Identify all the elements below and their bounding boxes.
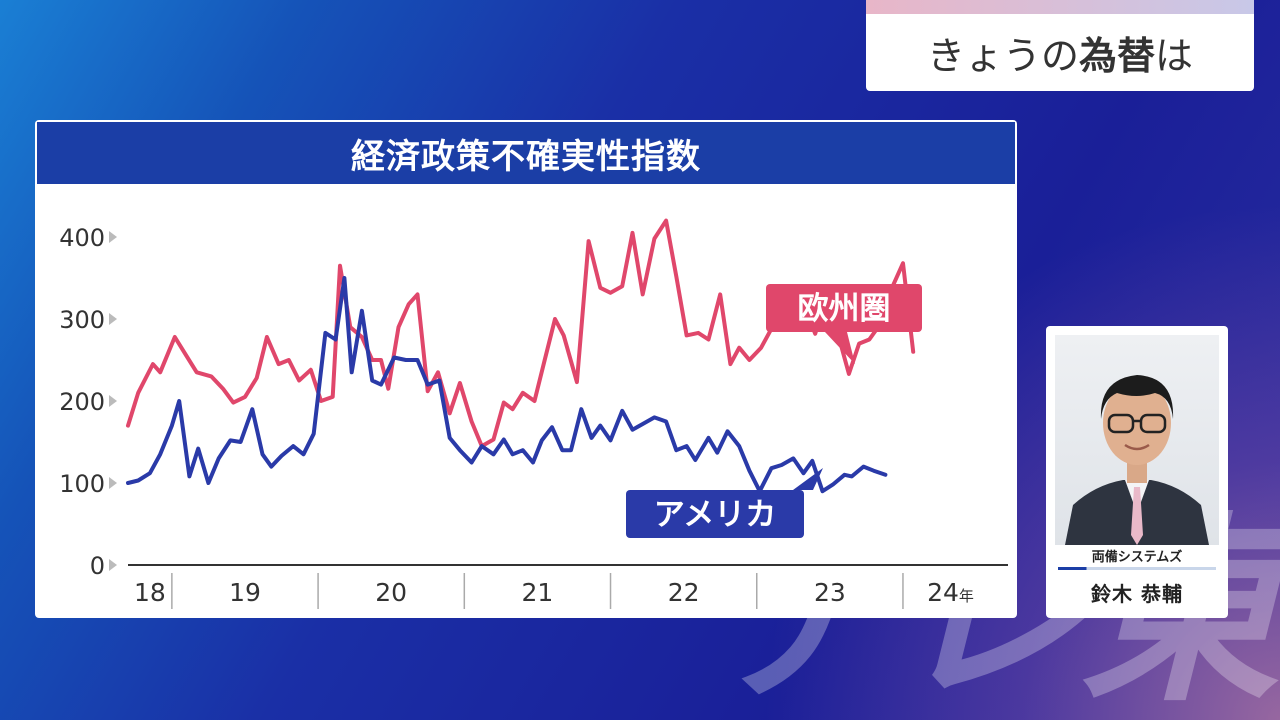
topic-prefix: きょうの — [926, 34, 1079, 78]
topic-accent-strip — [866, 0, 1254, 14]
speaker-name: 鈴木 恭輔 — [1091, 582, 1183, 606]
y-tick-arrow — [109, 313, 117, 325]
series-line-usa — [126, 276, 888, 494]
y-tick-arrow — [109, 231, 117, 243]
speaker-photo — [1055, 335, 1219, 545]
y-tick-label: 100 — [59, 470, 105, 498]
y-tick-label: 400 — [59, 224, 105, 252]
legend-usa-box — [626, 490, 804, 538]
x-tick-label: 23 — [814, 578, 846, 607]
speaker-portrait-image — [1065, 375, 1209, 545]
year-suffix: 年 — [959, 587, 974, 605]
legend-europe-text: 欧州圏 — [798, 291, 891, 327]
topic-suffix: は — [1155, 34, 1194, 78]
chart-title: 経済政策不確実性指数 — [35, 120, 1017, 186]
y-tick-label: 300 — [59, 306, 105, 334]
legend-europe-box — [766, 284, 922, 332]
speaker-divider — [1058, 567, 1216, 570]
y-tick-arrow — [109, 477, 117, 489]
y-tick-label: 200 — [59, 388, 105, 416]
x-tick-label: 24年 — [927, 578, 974, 607]
chart-panel: 経済政策不確実性指数 0 100 200 300 400 18 19 20 21 22 23 24年 欧… — [35, 120, 1017, 618]
speaker-organization: 両備システムズ — [1091, 550, 1183, 565]
x-tick-label: 19 — [229, 578, 261, 607]
legend-europe-pointer — [825, 332, 855, 364]
x-tick-label: 21 — [522, 578, 554, 607]
x-tick-label: 18 — [134, 578, 166, 607]
y-tick-arrow — [109, 395, 117, 407]
legend-usa-text: アメリカ — [654, 497, 776, 533]
y-tick-label: 0 — [90, 552, 105, 580]
x-tick-label: 20 — [375, 578, 407, 607]
topic-title: きょうの 為替は — [866, 14, 1254, 91]
x-tick-label: 22 — [668, 578, 700, 607]
series-line-europe — [126, 218, 916, 449]
speaker-card: 両備システムズ 鈴木 恭輔 — [1046, 326, 1228, 618]
topic-main: 為替 — [1078, 34, 1155, 78]
legend-usa-pointer — [793, 468, 823, 490]
y-tick-arrow — [109, 559, 117, 571]
